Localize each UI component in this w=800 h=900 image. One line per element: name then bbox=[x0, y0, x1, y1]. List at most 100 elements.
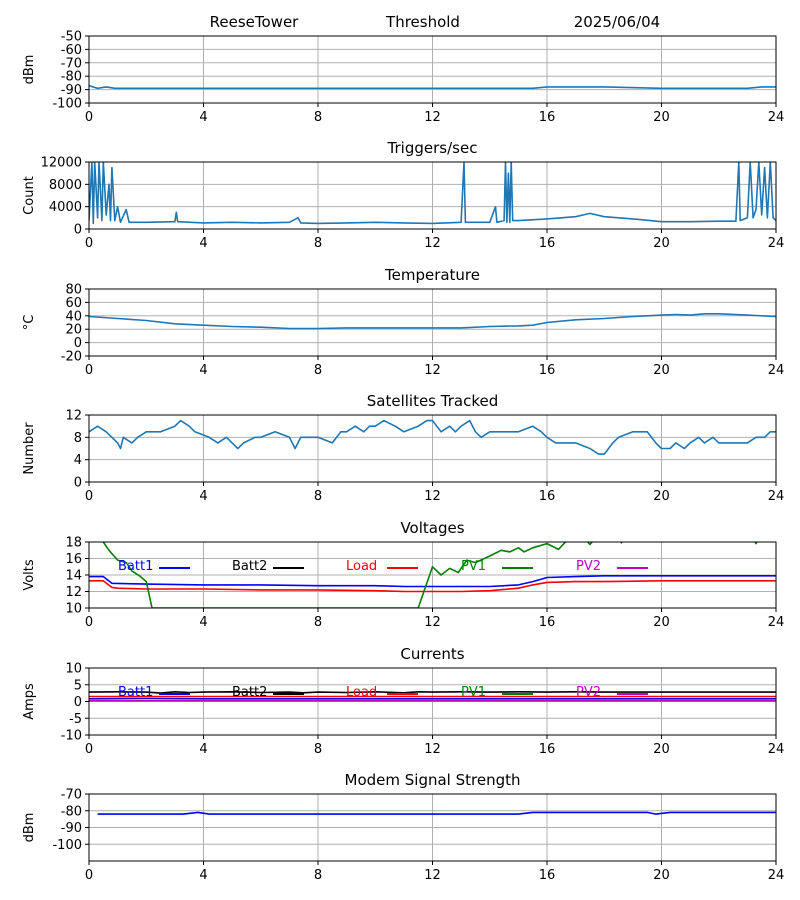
legend-label: Batt1 bbox=[118, 685, 153, 700]
y-tick-label: 0 bbox=[74, 695, 82, 710]
y-tick-label: -70 bbox=[61, 56, 82, 71]
y-tick-label: -20 bbox=[61, 350, 82, 365]
x-tick-label: 20 bbox=[653, 236, 670, 251]
x-tick-label: 12 bbox=[424, 110, 441, 125]
header-station: ReeseTower bbox=[210, 13, 300, 31]
x-tick-label: 8 bbox=[314, 742, 322, 757]
y-tick-label: -10 bbox=[61, 729, 82, 744]
y-tick-label: 12 bbox=[65, 409, 82, 424]
x-tick-label: 24 bbox=[768, 236, 785, 251]
x-tick-label: 0 bbox=[85, 363, 93, 378]
y-tick-label: 10 bbox=[65, 662, 82, 677]
x-tick-label: 20 bbox=[653, 742, 670, 757]
x-tick-label: 12 bbox=[424, 615, 441, 630]
chart-title: Satellites Tracked bbox=[367, 392, 498, 410]
x-tick-label: 24 bbox=[768, 615, 785, 630]
y-tick-label: -90 bbox=[61, 821, 82, 836]
y-tick-label: 0 bbox=[74, 476, 82, 491]
y-axis-label: Amps bbox=[22, 683, 37, 720]
x-tick-label: 0 bbox=[85, 236, 93, 251]
y-tick-label: 80 bbox=[65, 283, 82, 298]
x-tick-label: 12 bbox=[424, 868, 441, 883]
y-tick-label: -100 bbox=[52, 97, 82, 112]
series-line-batt2 bbox=[89, 690, 776, 694]
x-tick-label: 20 bbox=[653, 868, 670, 883]
x-tick-label: 8 bbox=[314, 363, 322, 378]
x-tick-label: 4 bbox=[199, 363, 207, 378]
legend-label: PV2 bbox=[576, 685, 601, 700]
y-tick-label: 8 bbox=[74, 431, 82, 446]
y-tick-label: 16 bbox=[65, 552, 82, 567]
y-axis-label: dBm bbox=[22, 55, 37, 85]
x-tick-label: 16 bbox=[539, 489, 556, 504]
x-tick-label: 20 bbox=[653, 110, 670, 125]
x-tick-label: 8 bbox=[314, 868, 322, 883]
x-tick-label: 16 bbox=[539, 236, 556, 251]
legend-label: PV1 bbox=[461, 559, 486, 574]
x-tick-label: 12 bbox=[424, 363, 441, 378]
x-tick-label: 0 bbox=[85, 615, 93, 630]
y-tick-label: 60 bbox=[65, 296, 82, 311]
x-tick-label: 20 bbox=[653, 363, 670, 378]
x-tick-label: 4 bbox=[199, 615, 207, 630]
y-tick-label: 8000 bbox=[49, 178, 82, 193]
legend-label: PV2 bbox=[576, 559, 601, 574]
chart-title: Modem Signal Strength bbox=[345, 771, 521, 789]
x-tick-label: 16 bbox=[539, 868, 556, 883]
y-axis-label: Volts bbox=[22, 559, 37, 591]
x-tick-label: 4 bbox=[199, 868, 207, 883]
legend-label: Batt1 bbox=[118, 559, 153, 574]
legend-label: Load bbox=[346, 685, 377, 700]
x-tick-label: 16 bbox=[539, 110, 556, 125]
series-line-pv1 bbox=[100, 542, 758, 608]
x-tick-label: 0 bbox=[85, 742, 93, 757]
x-tick-label: 12 bbox=[424, 742, 441, 757]
x-tick-label: 12 bbox=[424, 489, 441, 504]
y-tick-label: 5 bbox=[74, 678, 82, 693]
y-tick-label: 40 bbox=[65, 309, 82, 324]
legend-label: PV1 bbox=[461, 685, 486, 700]
series-line-3 bbox=[89, 419, 776, 455]
x-tick-label: 0 bbox=[85, 110, 93, 125]
x-tick-label: 4 bbox=[199, 742, 207, 757]
x-tick-label: 12 bbox=[424, 236, 441, 251]
x-tick-label: 4 bbox=[199, 489, 207, 504]
y-tick-label: 10 bbox=[65, 602, 82, 617]
x-tick-label: 0 bbox=[85, 868, 93, 883]
x-tick-label: 0 bbox=[85, 489, 93, 504]
x-tick-label: 24 bbox=[768, 868, 785, 883]
y-tick-label: -5 bbox=[69, 712, 82, 727]
legend-label: Batt2 bbox=[232, 685, 267, 700]
series-line-load bbox=[89, 579, 776, 593]
x-tick-label: 24 bbox=[768, 489, 785, 504]
chart-title: Temperature bbox=[384, 266, 480, 284]
y-tick-label: 18 bbox=[65, 536, 82, 551]
x-tick-label: 8 bbox=[314, 489, 322, 504]
x-tick-label: 24 bbox=[768, 110, 785, 125]
y-tick-label: -80 bbox=[61, 804, 82, 819]
header-date: 2025/06/04 bbox=[574, 13, 660, 31]
chart-title: Voltages bbox=[400, 519, 464, 537]
chart-title: Triggers/sec bbox=[387, 139, 478, 157]
series-line-1 bbox=[89, 162, 776, 225]
y-tick-label: -70 bbox=[61, 788, 82, 803]
y-tick-label: 4000 bbox=[49, 200, 82, 215]
x-tick-label: 8 bbox=[314, 236, 322, 251]
x-tick-label: 8 bbox=[314, 615, 322, 630]
header-mode: Threshold bbox=[385, 13, 460, 31]
x-tick-label: 16 bbox=[539, 742, 556, 757]
series-line-0 bbox=[89, 84, 776, 90]
y-tick-label: 14 bbox=[65, 569, 82, 584]
x-tick-label: 24 bbox=[768, 742, 785, 757]
y-tick-label: 12000 bbox=[41, 156, 82, 171]
legend-label: Load bbox=[346, 559, 377, 574]
y-tick-label: -50 bbox=[61, 30, 82, 45]
y-tick-label: -100 bbox=[52, 838, 82, 853]
y-axis-label: dBm bbox=[22, 813, 37, 843]
x-tick-label: 20 bbox=[653, 615, 670, 630]
x-tick-label: 4 bbox=[199, 110, 207, 125]
y-axis-label: °C bbox=[22, 315, 37, 331]
y-tick-label: -90 bbox=[61, 83, 82, 98]
